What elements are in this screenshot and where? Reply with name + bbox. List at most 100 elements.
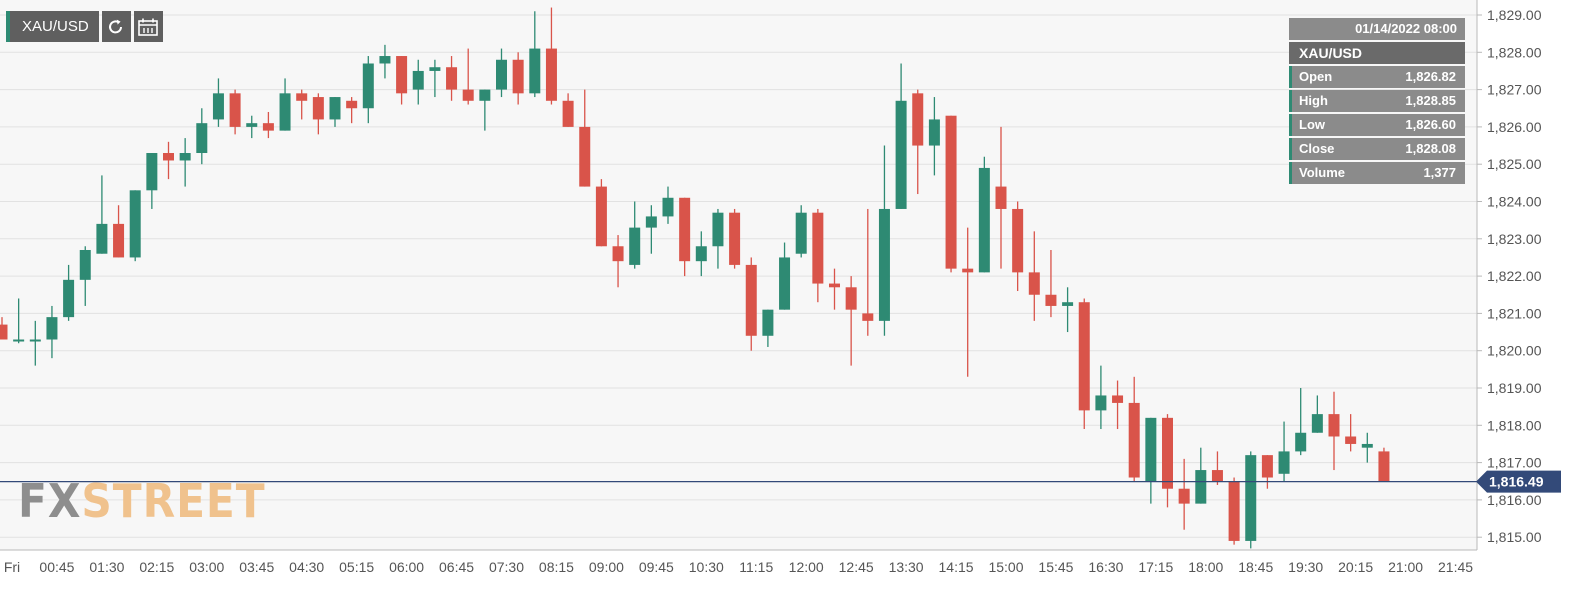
candle-body[interactable] — [462, 89, 474, 101]
candle-body[interactable] — [729, 212, 741, 265]
candle-body[interactable] — [63, 279, 75, 318]
candle-body[interactable] — [329, 97, 341, 120]
candle-body[interactable] — [845, 287, 857, 310]
candle-body[interactable] — [928, 119, 940, 146]
candle-body[interactable] — [279, 93, 291, 131]
candle-body[interactable] — [113, 223, 125, 258]
candle-body[interactable] — [562, 100, 574, 127]
candle-body[interactable] — [745, 264, 757, 336]
y-tick-label: 1,820.00 — [1487, 343, 1542, 359]
candle-body[interactable] — [545, 48, 557, 101]
candle-body[interactable] — [29, 339, 41, 342]
candle-body[interactable] — [1162, 417, 1173, 489]
candle-body[interactable] — [312, 97, 324, 120]
y-tick-label: 1,815.00 — [1487, 529, 1542, 545]
candle-body[interactable] — [912, 93, 924, 146]
candle-body[interactable] — [995, 186, 1007, 209]
candle-body[interactable] — [129, 190, 141, 258]
candle-body[interactable] — [762, 309, 774, 336]
candle-body[interactable] — [1012, 208, 1024, 273]
candle-body[interactable] — [529, 48, 541, 94]
candle-body[interactable] — [679, 197, 691, 262]
candle-body[interactable] — [179, 153, 191, 161]
x-tick-label: 02:15 — [139, 559, 174, 575]
candle-body[interactable] — [212, 93, 224, 120]
candle-body[interactable] — [1345, 436, 1357, 444]
candle-body[interactable] — [945, 115, 957, 269]
candle-body[interactable] — [579, 126, 591, 187]
candle-body[interactable] — [396, 56, 408, 94]
candle-body[interactable] — [1178, 488, 1190, 504]
candle-body[interactable] — [163, 153, 174, 161]
candle-body[interactable] — [829, 283, 840, 288]
candle-body[interactable] — [0, 324, 8, 340]
candle-body[interactable] — [79, 249, 91, 280]
candle-body[interactable] — [229, 93, 241, 127]
candle-body[interactable] — [978, 167, 990, 273]
plot-area[interactable] — [0, 0, 1477, 550]
candle-body[interactable] — [1195, 470, 1207, 504]
candle-body[interactable] — [46, 317, 58, 340]
candle-body[interactable] — [878, 208, 890, 321]
y-tick-label: 1,828.00 — [1487, 44, 1542, 60]
calendar-button[interactable] — [133, 11, 163, 42]
y-tick-label: 1,822.00 — [1487, 268, 1542, 284]
candle-body[interactable] — [1361, 443, 1373, 448]
info-label: Low — [1299, 117, 1325, 132]
candle-body[interactable] — [1095, 395, 1107, 411]
candle-body[interactable] — [1045, 294, 1057, 306]
candle-body[interactable] — [1078, 302, 1090, 411]
candle-body[interactable] — [695, 246, 707, 262]
candle-body[interactable] — [1028, 272, 1040, 295]
candle-body[interactable] — [246, 123, 258, 127]
candle-body[interactable] — [645, 216, 657, 228]
candle-body[interactable] — [812, 212, 824, 284]
candle-body[interactable] — [1328, 414, 1340, 437]
candle-body[interactable] — [412, 70, 424, 90]
candle-body[interactable] — [1245, 455, 1257, 541]
candle-body[interactable] — [146, 153, 158, 191]
candle-body[interactable] — [1261, 455, 1273, 478]
candle-body[interactable] — [429, 67, 441, 71]
candle-body[interactable] — [379, 56, 391, 64]
candle-body[interactable] — [779, 257, 791, 310]
info-row-close: Close 1,828.08 — [1289, 138, 1465, 160]
x-tick-label: 18:00 — [1188, 559, 1223, 575]
candle-body[interactable] — [612, 246, 624, 262]
candle-body[interactable] — [362, 63, 374, 109]
candle-body[interactable] — [795, 212, 807, 254]
candle-body[interactable] — [13, 339, 25, 342]
candle-body[interactable] — [512, 59, 524, 94]
candle-body[interactable] — [1145, 417, 1157, 482]
candle-body[interactable] — [446, 67, 458, 90]
candle-body[interactable] — [712, 212, 724, 247]
candles-layer — [0, 7, 1390, 549]
candle-body[interactable] — [196, 123, 208, 154]
candle-body[interactable] — [662, 197, 674, 217]
candle-body[interactable] — [296, 93, 308, 101]
candle-body[interactable] — [1295, 432, 1307, 452]
candle-body[interactable] — [346, 100, 358, 109]
candle-body[interactable] — [1228, 481, 1240, 541]
candle-body[interactable] — [629, 227, 641, 265]
candle-body[interactable] — [1062, 302, 1074, 306]
candle-body[interactable] — [1112, 395, 1124, 403]
refresh-button[interactable] — [101, 11, 131, 42]
candle-body[interactable] — [1311, 414, 1323, 433]
candle-body[interactable] — [496, 59, 507, 90]
candle-body[interactable] — [1278, 451, 1290, 474]
candle-body[interactable] — [96, 223, 108, 254]
y-tick-label: 1,826.00 — [1487, 119, 1542, 135]
candle-body[interactable] — [262, 123, 274, 131]
candle-body[interactable] — [595, 186, 607, 247]
candle-body[interactable] — [1128, 402, 1140, 478]
candle-body[interactable] — [1378, 451, 1390, 482]
candle-body[interactable] — [862, 313, 874, 321]
candle-body[interactable] — [895, 100, 907, 209]
candle-body[interactable] — [1211, 470, 1223, 482]
candle-body[interactable] — [479, 89, 491, 101]
candle-body[interactable] — [962, 268, 974, 273]
symbol-button[interactable]: XAU/USD — [6, 11, 99, 42]
x-tick-label: 10:30 — [689, 559, 724, 575]
